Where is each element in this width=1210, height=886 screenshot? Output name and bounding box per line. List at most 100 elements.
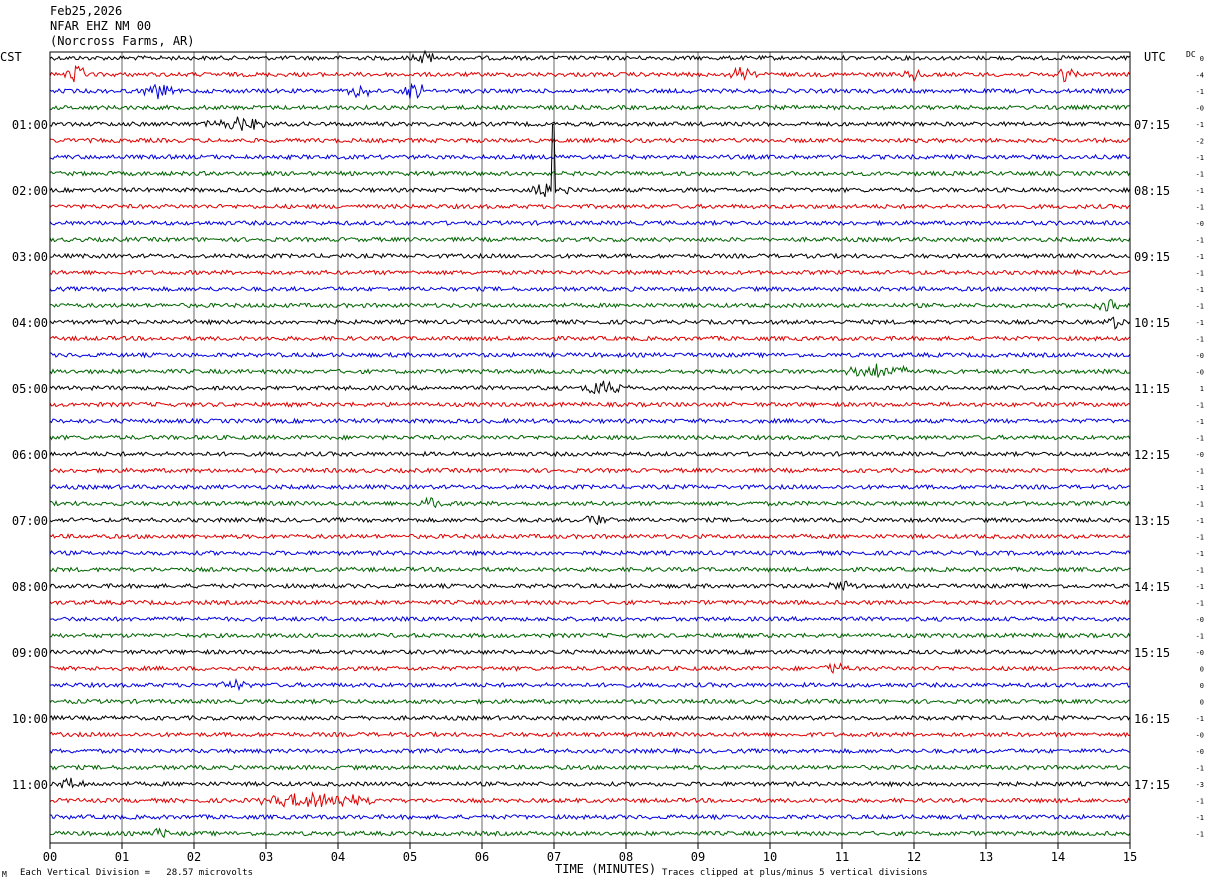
trace-row	[49, 549, 1131, 557]
trace-row	[49, 677, 1131, 692]
left-hour-label: 05:00	[12, 382, 48, 396]
trace-row	[49, 467, 1131, 474]
trace-row	[49, 747, 1131, 755]
trace-row	[49, 632, 1131, 639]
corner-mark: M	[2, 870, 7, 879]
dc-offset-label: 0	[1200, 55, 1204, 63]
trace-row	[49, 515, 1131, 526]
header-date: Feb25,2026	[50, 4, 123, 18]
trace-row	[49, 269, 1131, 277]
trace-row	[49, 434, 1131, 441]
trace-row	[49, 827, 1131, 839]
trace-row	[49, 662, 1131, 675]
header-location: (Norcross Farms, AR)	[50, 34, 195, 48]
dc-offset-label: -1	[1196, 303, 1204, 311]
left-hour-label: 06:00	[12, 448, 48, 462]
right-hour-label: 14:15	[1134, 580, 1170, 594]
trace-row	[49, 285, 1131, 293]
dc-offset-label: 1	[1200, 385, 1204, 393]
dc-offset-label: -1	[1196, 253, 1204, 261]
header-station: NFAR EHZ NM 00	[50, 19, 152, 33]
dc-offset-label: -1	[1196, 204, 1204, 212]
x-tick-label: 13	[979, 850, 993, 864]
dc-offset-label: -1	[1196, 154, 1204, 162]
right-hour-labels: 07:15 08:15 09:15 10:15 11:15 12:15 13:15 14:15…	[1134, 118, 1170, 792]
trace-row	[49, 777, 1131, 789]
right-hour-label: 11:15	[1134, 382, 1170, 396]
trace-row	[49, 496, 1131, 509]
trace-row	[49, 764, 1131, 771]
right-hour-label: 13:15	[1134, 514, 1170, 528]
trace-row	[49, 813, 1131, 821]
trace-row	[49, 335, 1131, 342]
dc-offset-label: -1	[1196, 121, 1204, 129]
trace-row	[49, 236, 1131, 243]
dc-offset-label: -1	[1196, 336, 1204, 344]
trace-row	[49, 252, 1131, 260]
trace-row	[49, 123, 1131, 198]
left-hour-label: 02:00	[12, 184, 48, 198]
trace-row	[49, 137, 1131, 144]
dc-offset-label: -0	[1196, 369, 1204, 377]
trace-row	[49, 730, 1131, 738]
dc-offset-label: -1	[1196, 715, 1204, 723]
x-axis-label: TIME (MINUTES)	[555, 862, 656, 876]
trace-row	[49, 351, 1131, 359]
trace-row	[49, 64, 1131, 83]
trace-row	[49, 714, 1131, 722]
trace-row	[49, 219, 1131, 227]
right-hour-label: 15:15	[1134, 646, 1170, 660]
right-hour-label: 07:15	[1134, 118, 1170, 132]
x-tick-label: 04	[331, 850, 345, 864]
dc-offset-label: -1	[1196, 534, 1204, 542]
dc-title: DC	[1186, 50, 1196, 59]
dc-offset-label: 0	[1200, 666, 1204, 674]
trace-row	[49, 533, 1131, 540]
left-axis-title: CST	[0, 50, 22, 64]
clip-note: Traces clipped at plus/minus 5 vertical …	[662, 868, 928, 878]
plot-frame	[49, 51, 1131, 844]
trace-row	[49, 698, 1131, 705]
trace-row	[49, 203, 1131, 210]
dc-offset-label: -0	[1196, 732, 1204, 740]
trace-row	[49, 417, 1131, 425]
right-hour-label: 09:15	[1134, 250, 1170, 264]
dc-offset-label: -1	[1196, 237, 1204, 245]
dc-offset-label: -0	[1196, 352, 1204, 360]
left-hour-label: 09:00	[12, 646, 48, 660]
dc-offset-label: -1	[1196, 633, 1204, 641]
x-tick-label: 01	[115, 850, 129, 864]
x-tick-labels: 00 01 02 03 04 05 06 07 08 09 10 11 12 13 14 15	[43, 843, 1137, 864]
dc-offset-label: -1	[1196, 798, 1204, 806]
seismogram-traces	[49, 49, 1131, 839]
dc-offset-label: -1	[1196, 187, 1204, 195]
x-tick-label: 00	[43, 850, 57, 864]
dc-offset-label: -1	[1196, 468, 1204, 476]
right-hour-label: 17:15	[1134, 778, 1170, 792]
minute-grid	[121, 52, 1059, 843]
dc-offset-label: 0	[1200, 699, 1204, 707]
trace-row	[49, 380, 1130, 395]
trace-row	[49, 82, 1131, 100]
left-hour-label: 04:00	[12, 316, 48, 330]
dc-offset-label: -1	[1196, 567, 1204, 575]
dc-offset-label: -1	[1196, 831, 1204, 839]
trace-row	[49, 483, 1131, 491]
trace-row	[49, 401, 1131, 408]
dc-offset-label: -1	[1196, 270, 1204, 278]
x-tick-label: 06	[475, 850, 489, 864]
dc-offset-label: -1	[1196, 88, 1204, 96]
dc-offset-label: 0	[1200, 682, 1204, 690]
x-tick-label: 15	[1123, 850, 1137, 864]
trace-row	[49, 316, 1131, 330]
x-tick-label: 03	[259, 850, 273, 864]
right-hour-label: 12:15	[1134, 448, 1170, 462]
dc-offset-labels: 0 -4 -1 -0 -1 -2 -1 -1 -1 -1 -0 -1 -1 -1 -1 -1 -1 -1 -0 -0 1…	[1196, 55, 1204, 839]
dc-offset-label: -0	[1196, 105, 1204, 113]
trace-row	[50, 615, 1131, 623]
dc-offset-label: -1	[1196, 402, 1204, 410]
x-tick-label: 14	[1051, 850, 1065, 864]
left-hour-label: 11:00	[12, 778, 48, 792]
trace-row	[49, 648, 1131, 656]
